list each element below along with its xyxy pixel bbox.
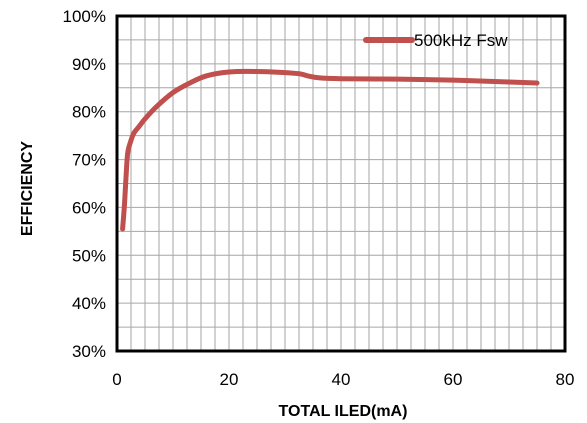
series-layer	[120, 68, 540, 232]
x-axis-title: TOTAL ILED(mA)	[279, 403, 408, 420]
x-tick-label: 0	[112, 370, 121, 389]
x-tick-label: 40	[332, 370, 351, 389]
y-tick-label: 100%	[63, 7, 106, 26]
y-tick-label: 40%	[72, 294, 106, 313]
series-line-500khz	[120, 68, 540, 232]
x-tick-labels: 0 20 40 60 80	[112, 370, 574, 389]
y-tick-label: 90%	[72, 55, 106, 74]
y-axis-title: EFFICIENCY	[19, 141, 36, 236]
legend-label-500khz: 500kHz Fsw	[414, 31, 508, 50]
x-tick-label: 60	[444, 370, 463, 389]
y-tick-label: 80%	[72, 103, 106, 122]
legend: 500kHz Fsw	[363, 31, 508, 50]
y-tick-label: 70%	[72, 151, 106, 170]
y-tick-label: 50%	[72, 246, 106, 265]
y-tick-labels: 30% 40% 50% 60% 70% 80% 90% 100%	[63, 7, 106, 361]
grid-lines	[116, 15, 566, 352]
y-tick-label: 60%	[72, 198, 106, 217]
plot-frame	[115, 14, 567, 353]
x-tick-label: 20	[220, 370, 239, 389]
x-tick-label: 80	[556, 370, 575, 389]
y-tick-label: 30%	[72, 342, 106, 361]
